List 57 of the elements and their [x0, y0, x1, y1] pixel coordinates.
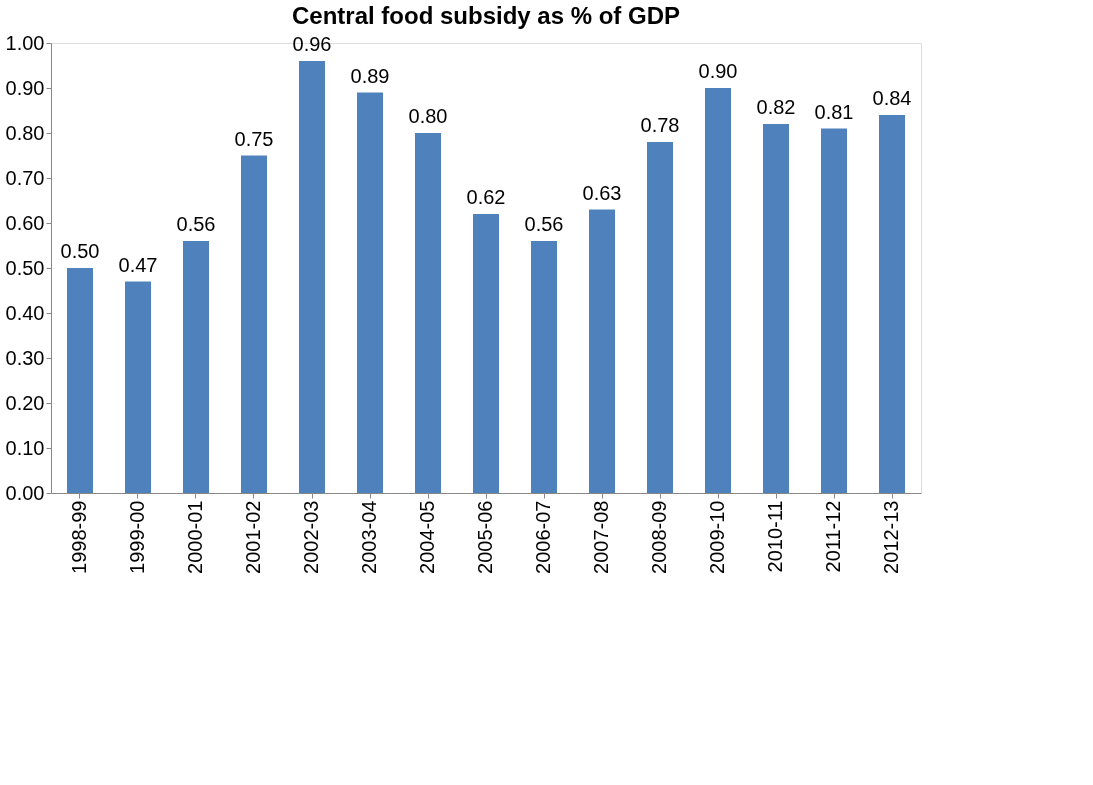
data-label: 0.47 [118, 253, 158, 276]
x-tick-label: 2006-07 [532, 500, 554, 574]
data-label: 0.56 [524, 213, 564, 235]
x-tick-label: 2000-01 [184, 500, 206, 574]
data-label: 0.90 [698, 60, 738, 82]
bar [705, 88, 731, 493]
data-label: 0.56 [176, 213, 216, 235]
x-tick-label: 2005-06 [474, 500, 496, 574]
data-label: 0.75 [234, 127, 274, 150]
x-tick-label: 1998-99 [68, 500, 90, 574]
x-tick-label: 2004-05 [416, 500, 438, 574]
bar [357, 92, 383, 493]
data-label: 0.89 [350, 64, 390, 87]
bar [763, 124, 789, 493]
data-label: 0.81 [814, 100, 854, 123]
bar [183, 241, 209, 493]
data-label: 0.82 [756, 96, 796, 118]
data-label: 0.62 [466, 186, 506, 208]
x-tick-label: 2010-11 [764, 500, 786, 573]
x-tick-label: 2007-08 [590, 500, 612, 574]
bar [879, 115, 905, 493]
x-tick-label: 2009-10 [706, 500, 728, 574]
bar [589, 209, 615, 493]
data-label: 0.78 [640, 114, 680, 136]
data-label: 0.96 [292, 33, 332, 55]
y-tick-label: 0.30 [5, 346, 45, 369]
data-label: 0.84 [872, 87, 912, 109]
y-tick-label: 0.10 [5, 436, 45, 459]
y-tick-label: 0.00 [5, 481, 45, 504]
y-tick-label: 0.90 [5, 76, 45, 99]
x-tick-label: 2011-12 [822, 500, 844, 573]
y-tick-label: 0.60 [5, 211, 45, 234]
y-tick-label: 0.50 [5, 256, 45, 279]
y-tick-label: 0.80 [5, 121, 45, 144]
data-label: 0.63 [582, 181, 622, 204]
bar [299, 61, 325, 493]
chart-title: Central food subsidy as % of GDP [291, 2, 681, 29]
bar [415, 133, 441, 493]
y-tick-label: 1.00 [5, 31, 45, 54]
data-label: 0.50 [60, 240, 100, 262]
bar [125, 281, 151, 493]
bar [821, 128, 847, 493]
x-tick-label: 1999-00 [126, 500, 148, 574]
x-tick-label: 2001-02 [242, 500, 264, 574]
bar [647, 142, 673, 493]
x-tick-label: 2012-13 [880, 500, 902, 574]
y-tick-label: 0.70 [5, 166, 45, 189]
y-tick-label: 0.40 [5, 301, 45, 324]
x-tick-label: 2002-03 [300, 500, 322, 574]
bar [473, 214, 499, 493]
y-tick-label: 0.20 [5, 391, 45, 414]
data-label: 0.80 [408, 105, 448, 127]
x-tick-label: 2008-09 [648, 500, 670, 574]
bar [241, 155, 267, 493]
bar [531, 241, 557, 493]
bar [67, 268, 93, 493]
x-tick-label: 2003-04 [358, 500, 380, 574]
